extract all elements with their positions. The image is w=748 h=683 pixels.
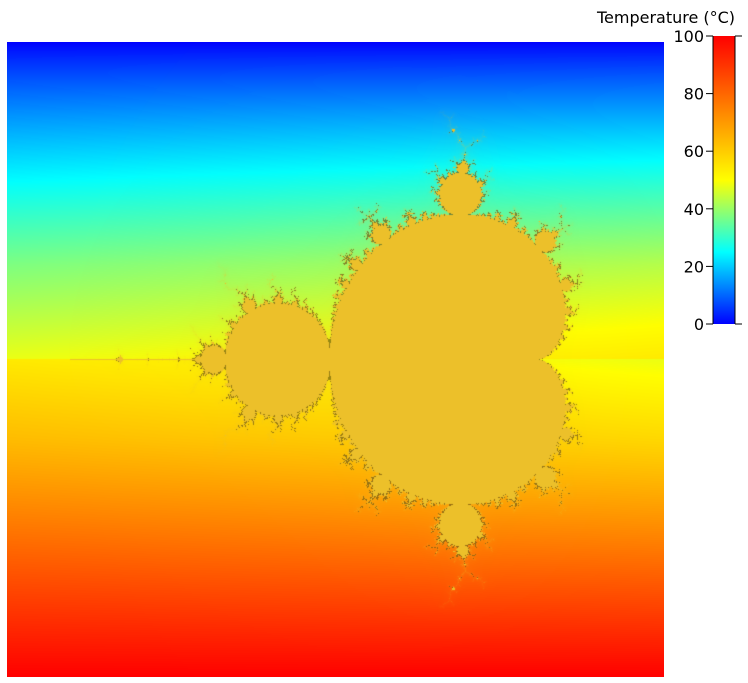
colorbar-tick-label: 60 xyxy=(684,142,704,161)
temperature-heatmap xyxy=(7,42,664,677)
colorbar-ticks: 0 20 40 60 80 100 xyxy=(673,27,713,334)
heatmap-plot-area xyxy=(7,42,664,677)
colorbar-label: Temperature (°C) xyxy=(596,8,735,27)
colorbar-tick-label: 0 xyxy=(694,315,704,334)
colorbar-tick-label: 100 xyxy=(673,27,704,46)
colorbar-bar xyxy=(713,36,735,324)
colorbar-tick-label: 40 xyxy=(684,200,704,219)
colorbar-tick-label: 80 xyxy=(684,85,704,104)
colorbar-tick-label: 20 xyxy=(684,257,704,276)
